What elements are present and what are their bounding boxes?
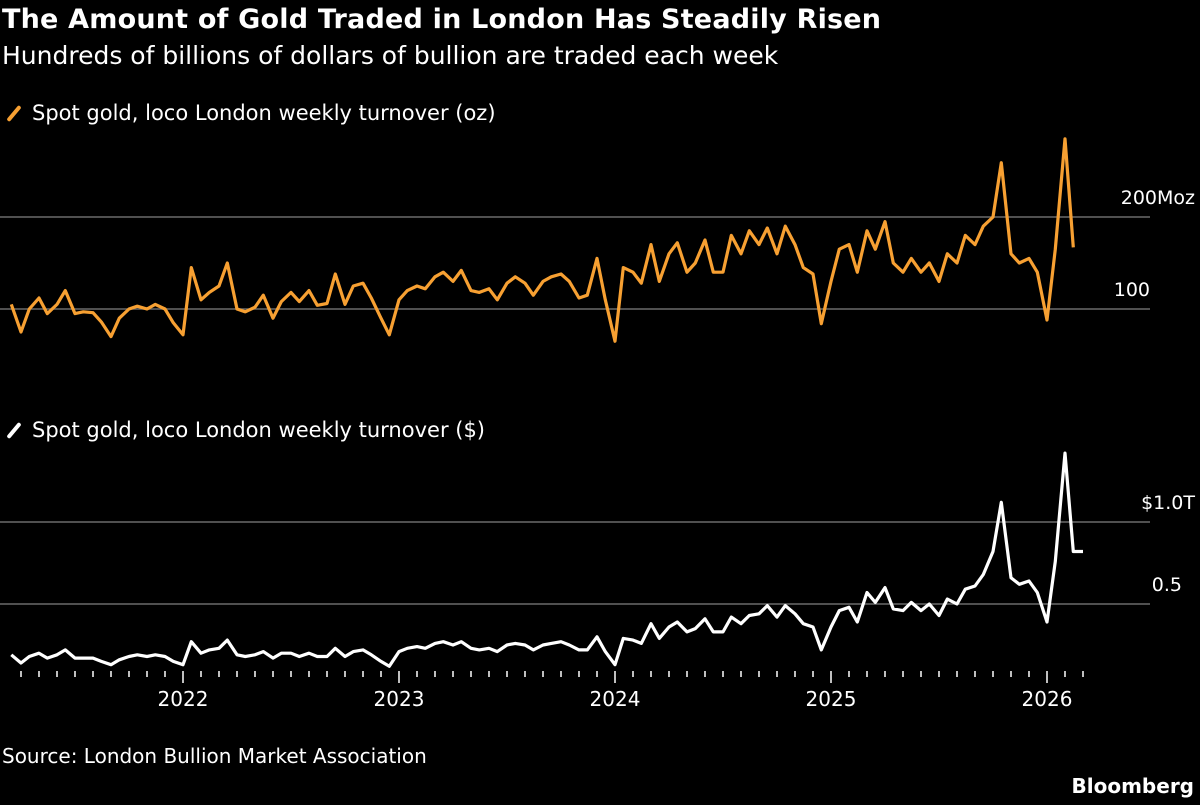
chart-title: The Amount of Gold Traded in London Has … bbox=[2, 4, 882, 35]
series-line-oz bbox=[9, 137, 1075, 343]
x-tick-label: 2026 bbox=[1022, 687, 1073, 711]
y-tick-label: $1.0T bbox=[1141, 492, 1195, 514]
x-axis: 2022 2023 2024 2025 2026 bbox=[20, 671, 1084, 711]
x-tick-label: 2025 bbox=[806, 687, 857, 711]
series-line-usd bbox=[10, 451, 1083, 668]
bloomberg-logo: Bloomberg bbox=[1071, 774, 1194, 798]
x-tick-label: 2023 bbox=[374, 687, 425, 711]
source-note: Source: London Bullion Market Associatio… bbox=[2, 744, 427, 768]
y-tick-label: 200Moz bbox=[1121, 187, 1195, 209]
legend-oz: Spot gold, loco London weekly turnover (… bbox=[4, 101, 496, 125]
usd-chart: 0.5 $1.0T bbox=[0, 451, 1195, 668]
y-tick-label: 0.5 bbox=[1152, 574, 1182, 596]
y-tick-label: 100 bbox=[1114, 279, 1150, 301]
x-tick-label: 2022 bbox=[158, 687, 209, 711]
chart-subtitle: Hundreds of billions of dollars of bulli… bbox=[2, 41, 779, 70]
legend-label-usd: Spot gold, loco London weekly turnover (… bbox=[32, 418, 485, 442]
oz-chart: 100 200Moz bbox=[0, 137, 1195, 343]
legend-usd: Spot gold, loco London weekly turnover (… bbox=[4, 418, 485, 442]
x-tick-label: 2024 bbox=[590, 687, 641, 711]
legend-label-oz: Spot gold, loco London weekly turnover (… bbox=[32, 101, 496, 125]
